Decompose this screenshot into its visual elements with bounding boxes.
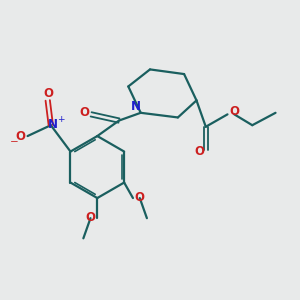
Text: O: O [79,106,89,119]
Text: O: O [135,190,145,204]
Text: N: N [131,100,141,113]
Text: O: O [229,105,239,118]
Text: O: O [43,87,53,100]
Text: O: O [85,211,95,224]
Text: N: N [48,118,58,131]
Text: O: O [16,130,26,143]
Text: O: O [194,145,204,158]
Text: −: − [10,136,19,147]
Text: +: + [57,115,64,124]
